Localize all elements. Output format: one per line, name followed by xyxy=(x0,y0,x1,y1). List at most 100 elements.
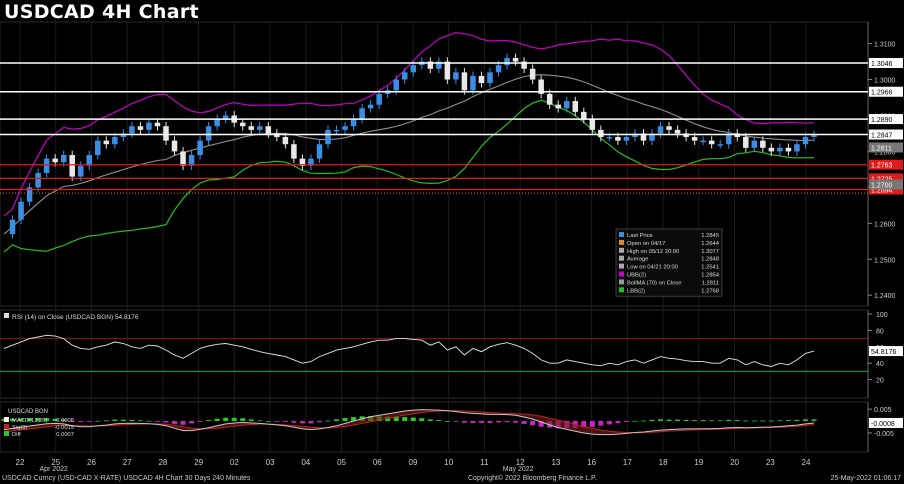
candle-body xyxy=(154,122,161,127)
chart-area: 22 25 26 27 28 29 02 03 04 05 06 09 10 11 12 13 16 17 18 19… xyxy=(0,21,903,473)
level-tag-label: 1.2847 xyxy=(871,133,893,140)
candle-body xyxy=(802,137,809,145)
candle-body xyxy=(171,140,178,152)
candle-body xyxy=(35,172,41,188)
macd-histogram-bar xyxy=(427,419,433,422)
macd-histogram-bar xyxy=(240,418,246,422)
y-tick-label: 1.2800 xyxy=(874,149,896,156)
macd-histogram-bar xyxy=(120,419,126,422)
x-tick-label: 18 xyxy=(659,458,668,467)
legend-label: Open on 04/17 xyxy=(627,241,665,247)
macd-histogram-bar xyxy=(274,421,280,422)
macd-histogram-bar xyxy=(402,417,408,422)
candle-body xyxy=(163,126,169,141)
candle-body xyxy=(129,126,135,134)
macd-signal-fill xyxy=(4,409,814,435)
level-tag xyxy=(869,57,903,68)
candle-body xyxy=(598,129,604,138)
legend-value: 1.2811 xyxy=(702,280,719,286)
candle-body xyxy=(95,140,101,156)
candle-body xyxy=(794,144,800,152)
candle-body xyxy=(180,151,186,166)
x-tick-label: 11 xyxy=(480,458,489,467)
macd-histogram-bar xyxy=(325,420,331,422)
macd-legend-value: 0.0007 xyxy=(56,432,74,438)
candle-body xyxy=(785,147,792,152)
y-tick-label: 1.2500 xyxy=(874,257,896,264)
macd-histogram-bar xyxy=(231,417,237,422)
macd-histogram-bar xyxy=(61,419,67,422)
legend-value: 1.2848 xyxy=(701,257,719,263)
x-tick-label: 29 xyxy=(194,458,203,467)
rsi-y-tick-label: 20 xyxy=(876,378,884,385)
candle-body xyxy=(555,104,561,109)
macd-signal-line xyxy=(3,410,815,434)
macd-histogram-bar xyxy=(709,420,715,422)
macd-histogram-bar xyxy=(86,421,92,422)
candle-body xyxy=(26,187,33,202)
macd-legend-value: -0.0008 xyxy=(54,418,74,424)
candle-body xyxy=(222,115,229,120)
macd-histogram-bar xyxy=(129,419,135,422)
rsi-y-tick-label: 40 xyxy=(876,361,884,368)
candle-body xyxy=(777,147,783,152)
macd-histogram-bar xyxy=(103,420,109,422)
macd-legend-swatch xyxy=(4,424,9,429)
legend-swatch xyxy=(619,239,624,245)
axis-value-tag xyxy=(869,142,903,153)
candle-body xyxy=(342,126,348,130)
candle-body xyxy=(18,201,24,220)
candle-body xyxy=(248,126,255,130)
x-tick-label: 26 xyxy=(87,458,96,467)
candle-body xyxy=(214,119,220,127)
candle-body xyxy=(666,126,672,130)
candle-body xyxy=(495,65,502,73)
level-tag xyxy=(869,173,903,184)
candle-body xyxy=(708,140,715,145)
legend-value: 1.2541 xyxy=(701,265,719,271)
candle-body xyxy=(299,158,306,166)
macd-histogram-bar xyxy=(743,420,749,422)
macd-histogram-bar xyxy=(10,418,16,422)
x-month-label: May 2022 xyxy=(503,466,534,473)
legend-label: UBB(2) xyxy=(627,273,646,279)
macd-histogram-bar xyxy=(334,419,340,422)
x-tick-label: 02 xyxy=(230,458,239,467)
macd-histogram-bar xyxy=(163,421,169,423)
candle-body xyxy=(461,72,468,91)
x-tick-label: 10 xyxy=(444,458,453,467)
rsi-legend-label: RSI (14) on Close (USDCAD BGN) 54.8176 xyxy=(12,314,139,321)
candle-body xyxy=(725,133,732,145)
macd-histogram-bar xyxy=(172,421,178,424)
candle-body xyxy=(265,126,272,134)
x-tick-label: 17 xyxy=(623,458,632,467)
macd-histogram-bar xyxy=(444,421,450,422)
x-tick-label: 13 xyxy=(551,458,560,467)
x-tick-label: 06 xyxy=(373,458,382,467)
candle-body xyxy=(9,219,16,235)
x-tick-label: 04 xyxy=(301,458,310,467)
rsi-line xyxy=(3,334,815,367)
candle-body xyxy=(43,158,50,173)
candle-body xyxy=(239,122,246,127)
macd-histogram-bar xyxy=(632,420,638,422)
macd-histogram-bar xyxy=(734,420,740,422)
legend-box xyxy=(615,228,723,297)
macd-histogram-bar xyxy=(496,421,502,423)
level-tag-label: 1.2694 xyxy=(871,188,893,195)
macd-histogram-bar xyxy=(257,420,263,422)
candle-body xyxy=(453,72,459,80)
legend-value: 1.2768 xyxy=(701,288,719,294)
candle-body xyxy=(478,75,485,84)
candle-body xyxy=(308,158,314,166)
macd-histogram-bar xyxy=(265,421,271,422)
legend-value: 1.3077 xyxy=(701,249,719,255)
macd-histogram-bar xyxy=(27,418,33,422)
candle-body xyxy=(606,137,613,139)
macd-histogram-bar xyxy=(615,421,621,424)
candle-body xyxy=(197,140,203,156)
macd-histogram-bar xyxy=(521,421,527,424)
legend-swatch xyxy=(619,279,624,285)
candle-body xyxy=(487,72,493,84)
level-tag xyxy=(869,159,903,170)
